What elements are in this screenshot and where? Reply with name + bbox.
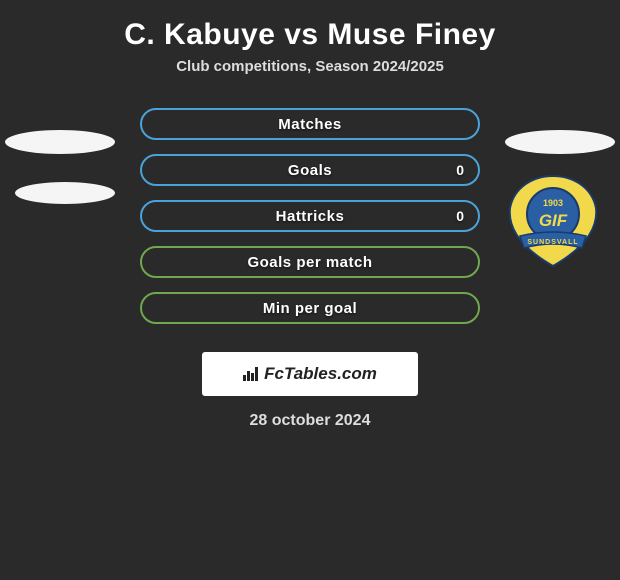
subtitle-row: Club competitions, Season 2024/2025 <box>0 58 620 108</box>
stat-row-min-per-goal: Min per goal <box>0 292 620 338</box>
subtitle-text: Club competitions, Season 2024/2025 <box>176 58 444 75</box>
page-title: C. Kabuye vs Muse Finey <box>124 18 496 51</box>
title-row: C. Kabuye vs Muse Finey <box>0 0 620 58</box>
stat-row-hattricks: Hattricks 0 <box>0 200 620 246</box>
comparison-widget: C. Kabuye vs Muse Finey Club competition… <box>0 0 620 430</box>
date-text: 28 october 2024 <box>250 412 371 429</box>
stat-row-goals: Goals 0 <box>0 154 620 200</box>
stat-pill-goals: Goals 0 <box>140 154 480 186</box>
stat-label: Hattricks <box>276 208 345 225</box>
stat-value-right: 0 <box>456 208 464 224</box>
stat-label: Matches <box>278 116 342 133</box>
stats-list: Matches Goals 0 Hattricks 0 Goals per ma… <box>0 108 620 338</box>
stat-label: Goals per match <box>247 254 372 271</box>
stat-row-matches: Matches <box>0 108 620 154</box>
stat-pill-goals-per-match: Goals per match <box>140 246 480 278</box>
date-row: 28 october 2024 <box>0 412 620 430</box>
bar-chart-icon <box>243 367 258 381</box>
stat-label: Goals <box>288 162 332 179</box>
brand-text: FcTables.com <box>264 364 377 384</box>
stat-pill-min-per-goal: Min per goal <box>140 292 480 324</box>
brand-box[interactable]: FcTables.com <box>202 352 418 396</box>
brand-label: FcTables.com <box>243 364 377 384</box>
stat-pill-matches: Matches <box>140 108 480 140</box>
stat-value-right: 0 <box>456 162 464 178</box>
stat-row-goals-per-match: Goals per match <box>0 246 620 292</box>
stat-pill-hattricks: Hattricks 0 <box>140 200 480 232</box>
stat-label: Min per goal <box>263 300 357 317</box>
